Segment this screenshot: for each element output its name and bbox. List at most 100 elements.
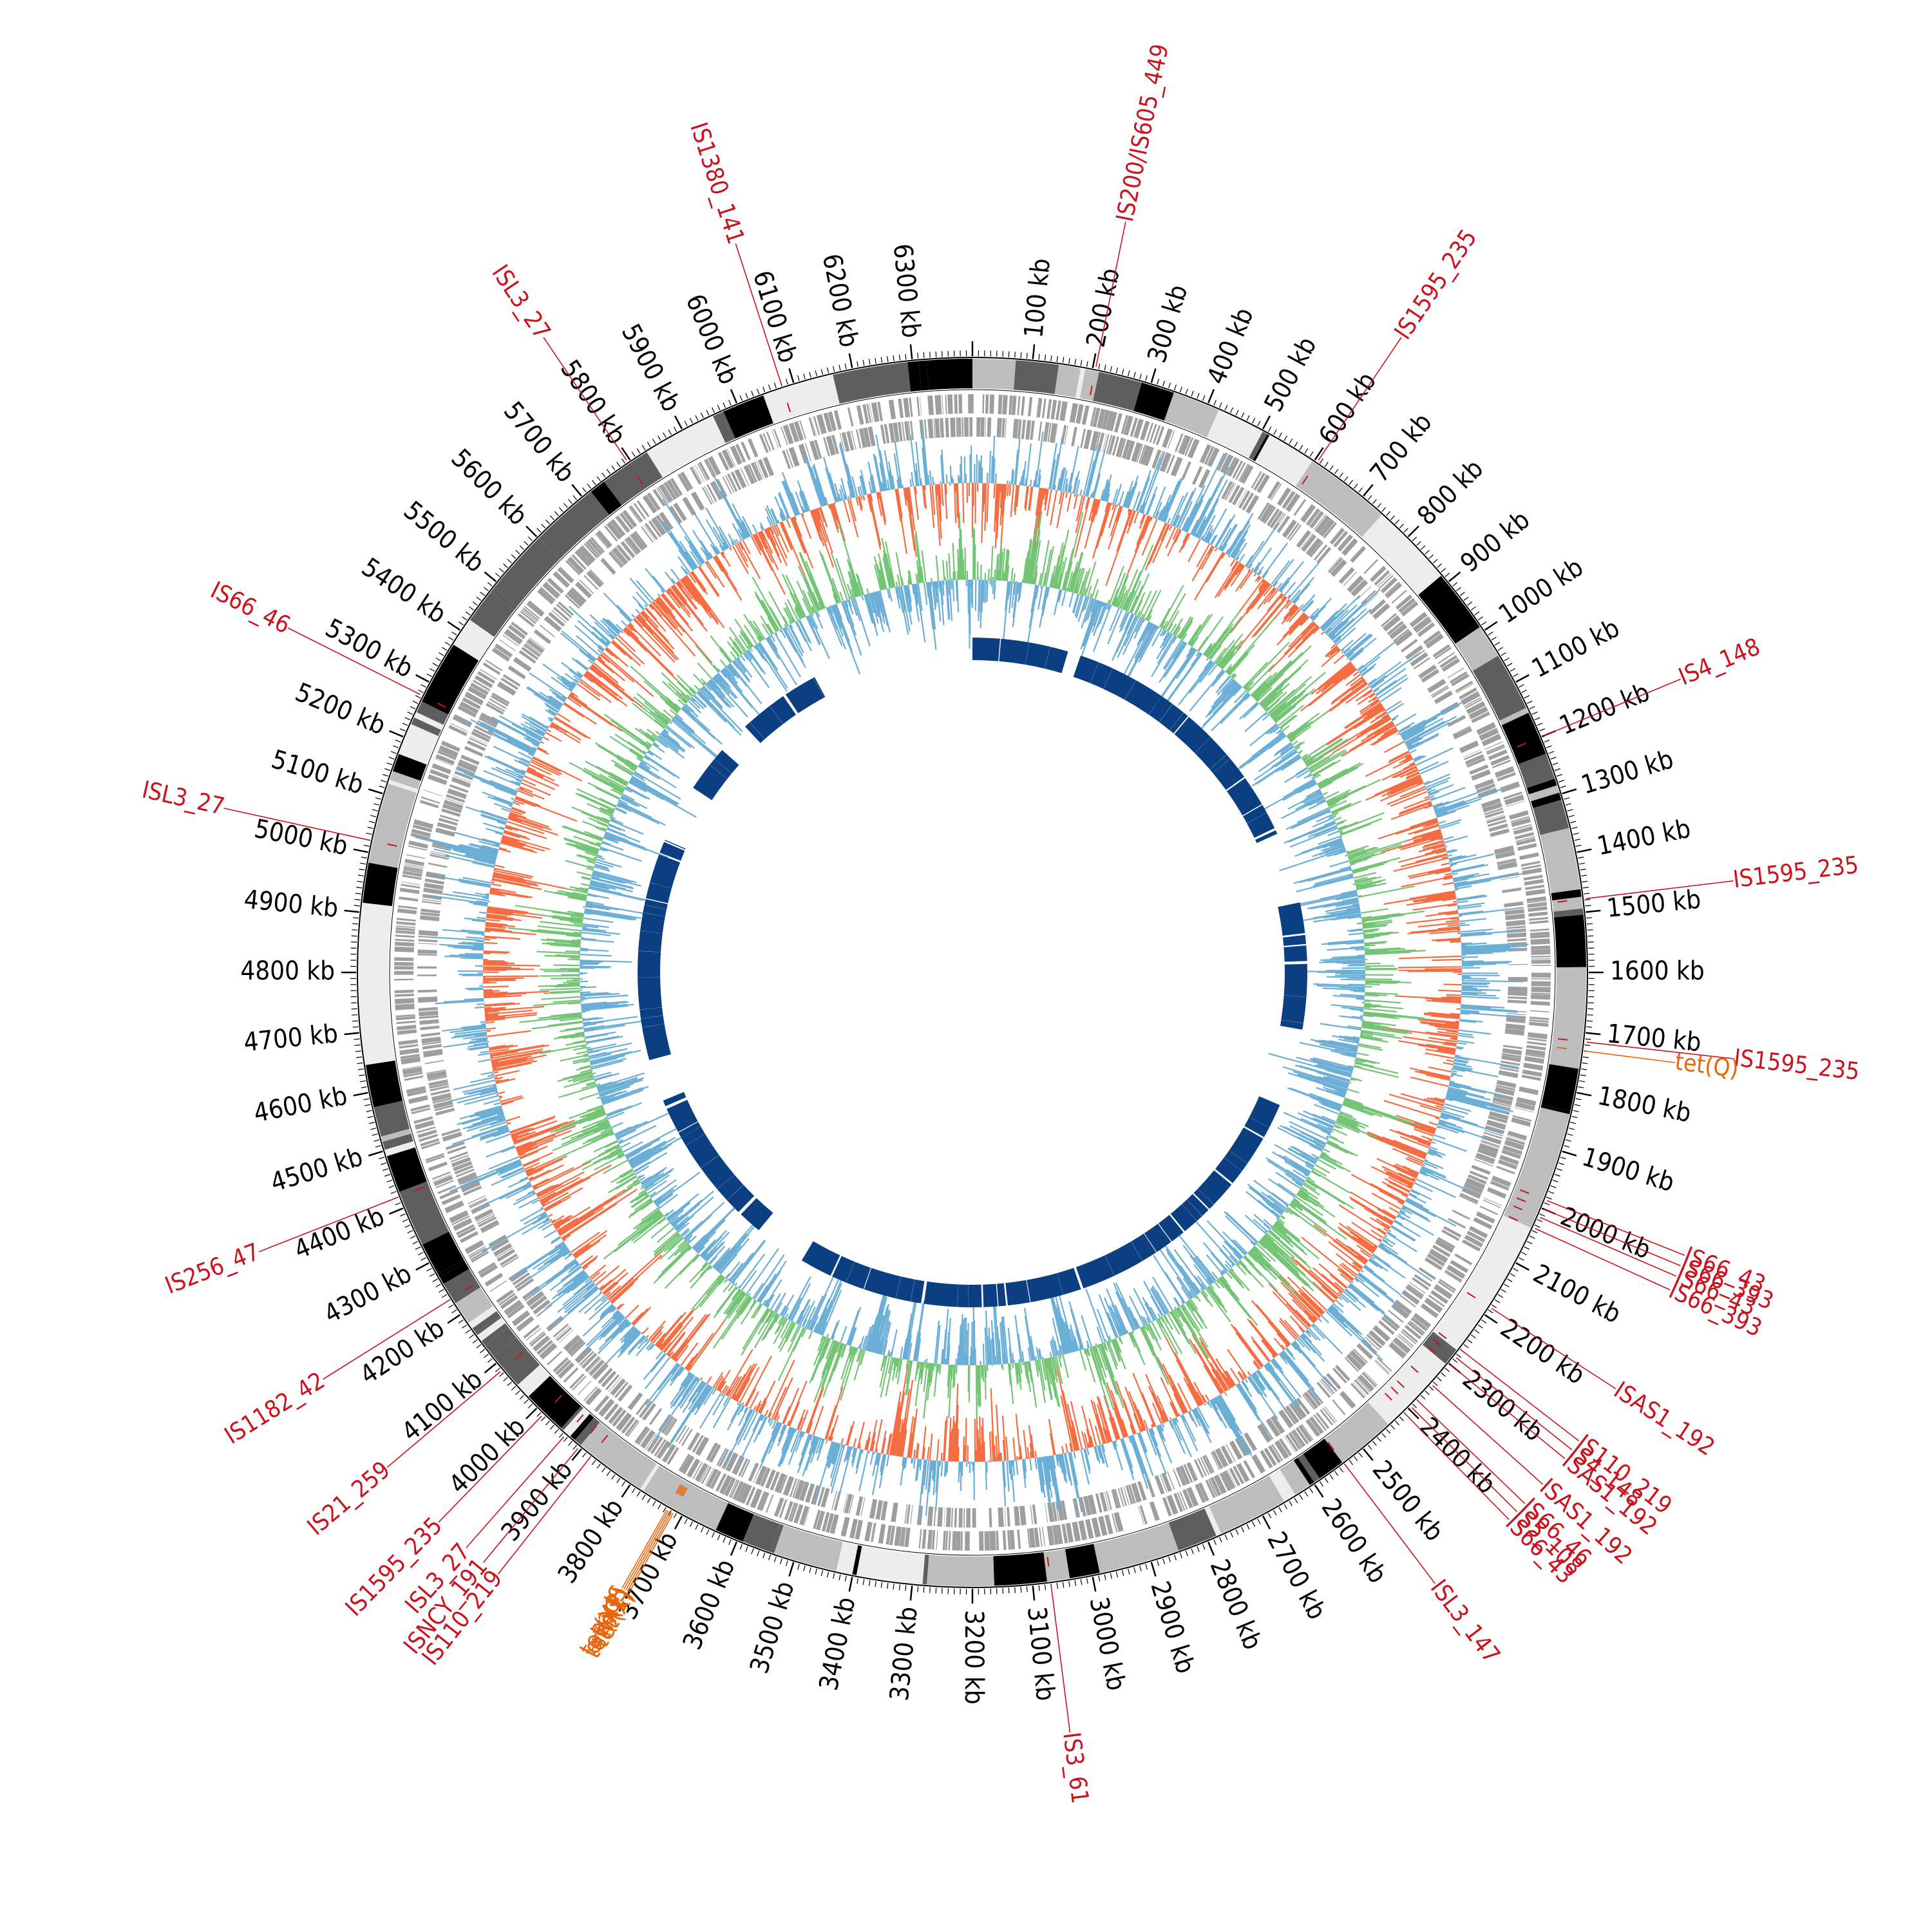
cds-feature — [968, 393, 972, 413]
cds-feature — [1498, 1070, 1519, 1079]
minor-tick — [564, 1437, 568, 1442]
tick-label: 1800 kb — [1595, 1081, 1694, 1129]
cds-feature — [627, 1421, 640, 1437]
minor-tick — [412, 700, 419, 704]
is-element-marker — [515, 1352, 523, 1360]
cds-feature — [395, 938, 415, 942]
minor-tick — [1560, 1157, 1566, 1160]
is-element-leader — [1432, 1385, 1544, 1485]
cds-feature — [680, 1455, 695, 1475]
minor-tick — [1432, 1381, 1438, 1387]
synteny-block — [663, 1092, 687, 1106]
cds-feature — [553, 571, 570, 588]
synteny-block — [1255, 830, 1278, 844]
cds-feature — [1296, 1397, 1311, 1415]
resistance-gene-leader — [621, 1510, 667, 1589]
contig-band — [1209, 1475, 1284, 1534]
synteny-block — [638, 951, 661, 978]
minor-tick — [1425, 549, 1430, 554]
minor-tick — [352, 923, 359, 925]
cds-feature — [585, 1356, 601, 1372]
minor-tick — [739, 395, 743, 401]
minor-tick — [1526, 1241, 1533, 1245]
cds-feature — [1091, 1517, 1101, 1538]
cds-feature — [468, 1195, 486, 1204]
cds-feature — [1481, 1135, 1502, 1145]
minor-tick — [820, 368, 824, 375]
tick-label: 2600 kb — [1316, 1493, 1393, 1589]
cds-feature — [578, 545, 596, 564]
minor-tick — [596, 476, 601, 482]
cds-feature — [923, 419, 927, 439]
minor-tick — [768, 384, 772, 390]
cds-feature — [396, 918, 416, 922]
minor-tick — [435, 1283, 441, 1288]
cds-feature — [419, 1015, 439, 1019]
cds-feature — [933, 419, 936, 439]
cds-feature — [770, 1471, 780, 1491]
cds-feature — [998, 1507, 1004, 1527]
cds-feature — [1499, 1155, 1519, 1166]
cds-feature — [453, 775, 472, 783]
contig-band — [1093, 372, 1142, 412]
minor-tick — [1467, 601, 1473, 606]
contig-band — [1552, 896, 1583, 912]
cds-feature — [1510, 816, 1530, 823]
minor-tick — [1444, 1367, 1450, 1372]
cds-feature — [1229, 1440, 1243, 1460]
minor-tick — [723, 1537, 726, 1543]
is-element-marker — [1390, 1387, 1399, 1395]
minor-tick — [636, 1491, 641, 1497]
minor-tick — [1585, 905, 1591, 907]
is-element-marker — [1427, 1345, 1436, 1353]
is-element-label: IS21_259 — [302, 1455, 395, 1540]
cds-feature — [1090, 407, 1097, 427]
cds-feature — [1495, 851, 1515, 859]
cds-feature — [979, 1531, 984, 1551]
cds-feature — [1119, 438, 1126, 458]
cds-feature — [420, 1138, 440, 1147]
synteny-block — [1278, 902, 1305, 936]
cds-feature — [902, 1527, 906, 1547]
contig-band — [783, 1528, 843, 1571]
minor-tick — [1564, 797, 1570, 800]
is-element-leader — [1318, 337, 1402, 460]
cds-feature — [507, 665, 526, 679]
major-tick — [1208, 389, 1215, 404]
cds-feature — [1083, 1495, 1092, 1516]
minor-tick — [1367, 495, 1372, 500]
minor-tick — [1573, 1110, 1579, 1112]
cds-feature — [894, 1526, 902, 1546]
contig-band — [1551, 889, 1582, 901]
cds-feature — [419, 930, 439, 936]
cds-feature — [413, 1116, 433, 1124]
cds-feature — [1516, 838, 1536, 846]
contig-band — [1541, 1064, 1579, 1112]
cds-feature — [542, 582, 561, 599]
cds-feature — [743, 465, 755, 484]
cds-feature — [718, 1448, 730, 1467]
cds-feature — [1085, 1519, 1094, 1539]
minor-tick — [1428, 1386, 1434, 1391]
minor-tick — [361, 857, 367, 859]
cds-feature — [647, 1434, 661, 1452]
minor-tick — [1550, 1185, 1557, 1188]
minor-tick — [429, 668, 435, 672]
cds-feature — [522, 609, 538, 623]
cds-feature — [471, 731, 490, 743]
minor-tick — [439, 1289, 444, 1293]
minor-tick — [652, 439, 656, 444]
is-element-leader — [1543, 678, 1681, 737]
synteny-block — [1025, 642, 1050, 669]
contig-band — [1526, 779, 1557, 795]
minor-tick — [1197, 1546, 1200, 1552]
cds-feature — [1486, 1187, 1507, 1199]
contig-band — [528, 1376, 582, 1428]
cds-feature — [1468, 1226, 1488, 1238]
major-tick — [447, 1314, 460, 1324]
cds-feature — [1476, 783, 1496, 793]
cds-feature — [477, 1215, 495, 1225]
cds-feature — [1404, 1325, 1422, 1340]
minor-tick — [611, 465, 616, 471]
cds-feature — [496, 1289, 514, 1303]
